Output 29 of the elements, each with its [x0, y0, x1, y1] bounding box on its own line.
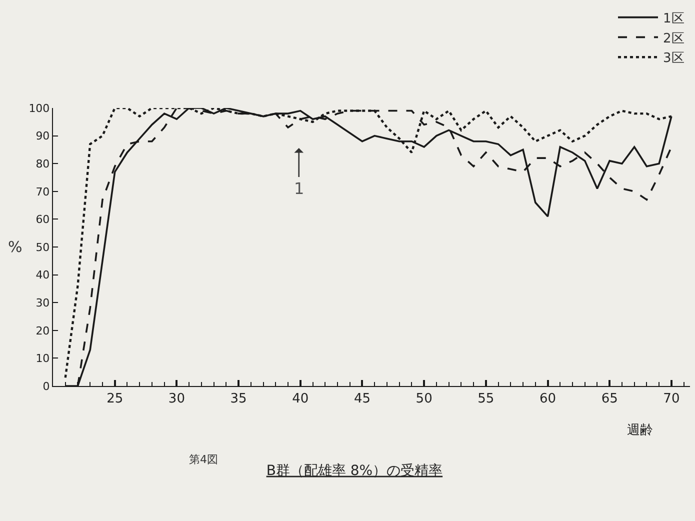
y-tick-label: 90: [36, 130, 50, 143]
y-tick-label: 80: [36, 157, 50, 170]
x-axis-title: 週齢: [627, 423, 653, 438]
x-tick-label: 70: [663, 392, 680, 407]
y-tick-label: 50: [36, 240, 50, 254]
y-tick-label: 60: [36, 213, 50, 226]
x-tick-label: 35: [230, 392, 247, 407]
x-tick-label: 30: [168, 392, 185, 407]
x-tick-label: 65: [601, 392, 618, 407]
y-tick-label: 0: [42, 380, 50, 393]
x-tick-label: 40: [292, 392, 309, 407]
legend-label: 1区: [663, 11, 684, 26]
x-tick-label: 25: [106, 392, 124, 407]
x-tick-label: 50: [416, 392, 432, 407]
annotation: 1: [294, 179, 304, 198]
legend-label: 2区: [663, 31, 684, 46]
y-tick-label: 30: [36, 296, 50, 310]
y-tick-label: 40: [36, 268, 50, 282]
x-tick-label: 45: [354, 392, 370, 407]
y-tick-label: 20: [36, 324, 50, 338]
x-tick-label: 55: [478, 392, 494, 407]
y-axis-title: %: [8, 238, 22, 256]
text: B群（配雄率 8%）の受精率: [266, 462, 443, 479]
y-tick-label: 70: [36, 185, 50, 198]
legend-label: 3区: [663, 51, 684, 66]
text: 第4図: [189, 453, 218, 466]
y-tick-label: 100: [28, 102, 50, 115]
y-tick-label: 10: [36, 352, 50, 366]
x-tick-label: 60: [539, 392, 556, 407]
